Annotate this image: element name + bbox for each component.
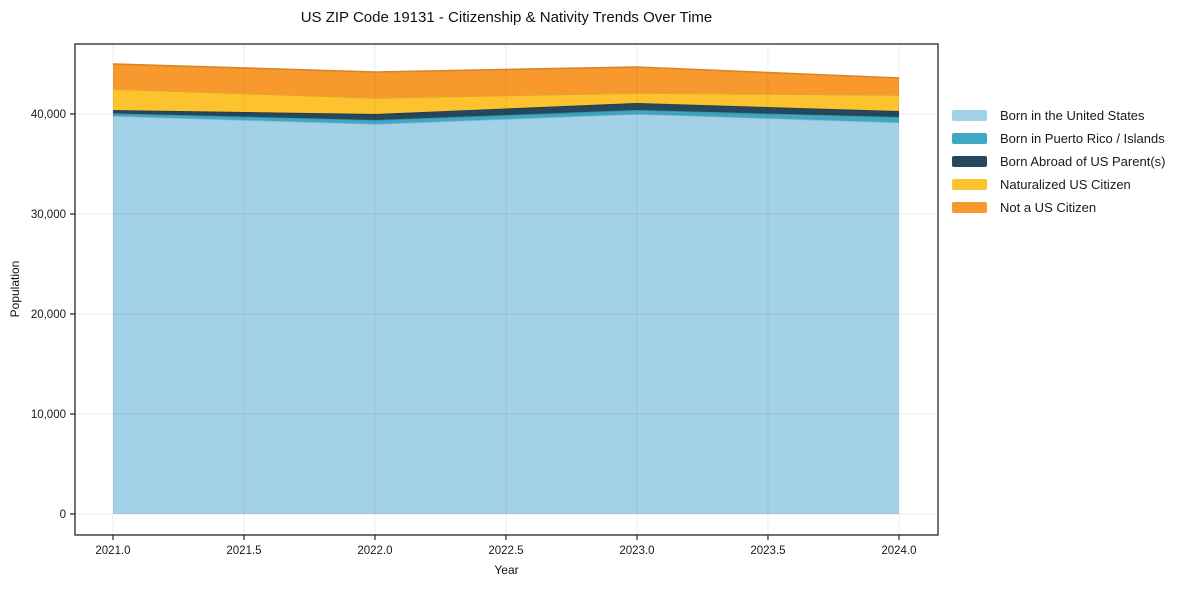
y-tick-label: 10,000 bbox=[31, 409, 66, 421]
x-tick-label: 2021.5 bbox=[226, 545, 261, 557]
legend-label: Naturalized US Citizen bbox=[1000, 177, 1131, 192]
x-tick-label: 2023.0 bbox=[619, 545, 654, 557]
y-tick-label: 40,000 bbox=[31, 109, 66, 121]
chart-title: US ZIP Code 19131 - Citizenship & Nativi… bbox=[300, 9, 713, 26]
area-naturalized-us-citizen bbox=[113, 89, 899, 114]
legend-swatch-icon bbox=[952, 202, 987, 213]
y-axis-label: Population bbox=[8, 260, 22, 318]
legend-item-not-a-us-citizen: Not a US Citizen bbox=[952, 196, 1165, 219]
legend-label: Born Abroad of US Parent(s) bbox=[1000, 154, 1166, 169]
area-born-in-the-united-states bbox=[113, 114, 899, 514]
legend-label: Born in Puerto Rico / Islands bbox=[1000, 131, 1165, 146]
x-tick-label: 2024.0 bbox=[881, 545, 916, 557]
area-born-abroad-of-us-parent-s bbox=[113, 103, 899, 120]
legend: Born in the United States Born in Puerto … bbox=[952, 104, 1165, 219]
legend-item-naturalized-us-citizen: Naturalized US Citizen bbox=[952, 173, 1165, 196]
legend-item-born-in-the-united-states: Born in the United States bbox=[952, 104, 1165, 127]
legend-item-born-in-puerto-rico-islands: Born in Puerto Rico / Islands bbox=[952, 127, 1165, 150]
legend-swatch-icon bbox=[952, 179, 987, 190]
y-tick-label: 20,000 bbox=[31, 309, 66, 321]
y-tick-label: 0 bbox=[60, 509, 66, 521]
x-tick-label: 2021.0 bbox=[95, 545, 130, 557]
legend-swatch-icon bbox=[952, 110, 987, 121]
legend-swatch-icon bbox=[952, 133, 987, 144]
y-tick-label: 30,000 bbox=[31, 209, 66, 221]
x-tick-label: 2022.0 bbox=[357, 545, 392, 557]
area-edge-not-a-us-citizen bbox=[112, 63, 900, 79]
x-tick-label: 2022.5 bbox=[488, 545, 523, 557]
legend-item-born-abroad-of-us-parent-s: Born Abroad of US Parent(s) bbox=[952, 150, 1165, 173]
area-not-a-us-citizen bbox=[113, 64, 899, 98]
legend-label: Not a US Citizen bbox=[1000, 200, 1097, 215]
legend-label: Born in the United States bbox=[1000, 108, 1145, 123]
x-tick-label: 2023.5 bbox=[750, 545, 785, 557]
area-born-in-puerto-rico-islands bbox=[113, 110, 899, 124]
legend-swatch-icon bbox=[952, 156, 987, 167]
x-axis-label: Year bbox=[494, 563, 519, 577]
